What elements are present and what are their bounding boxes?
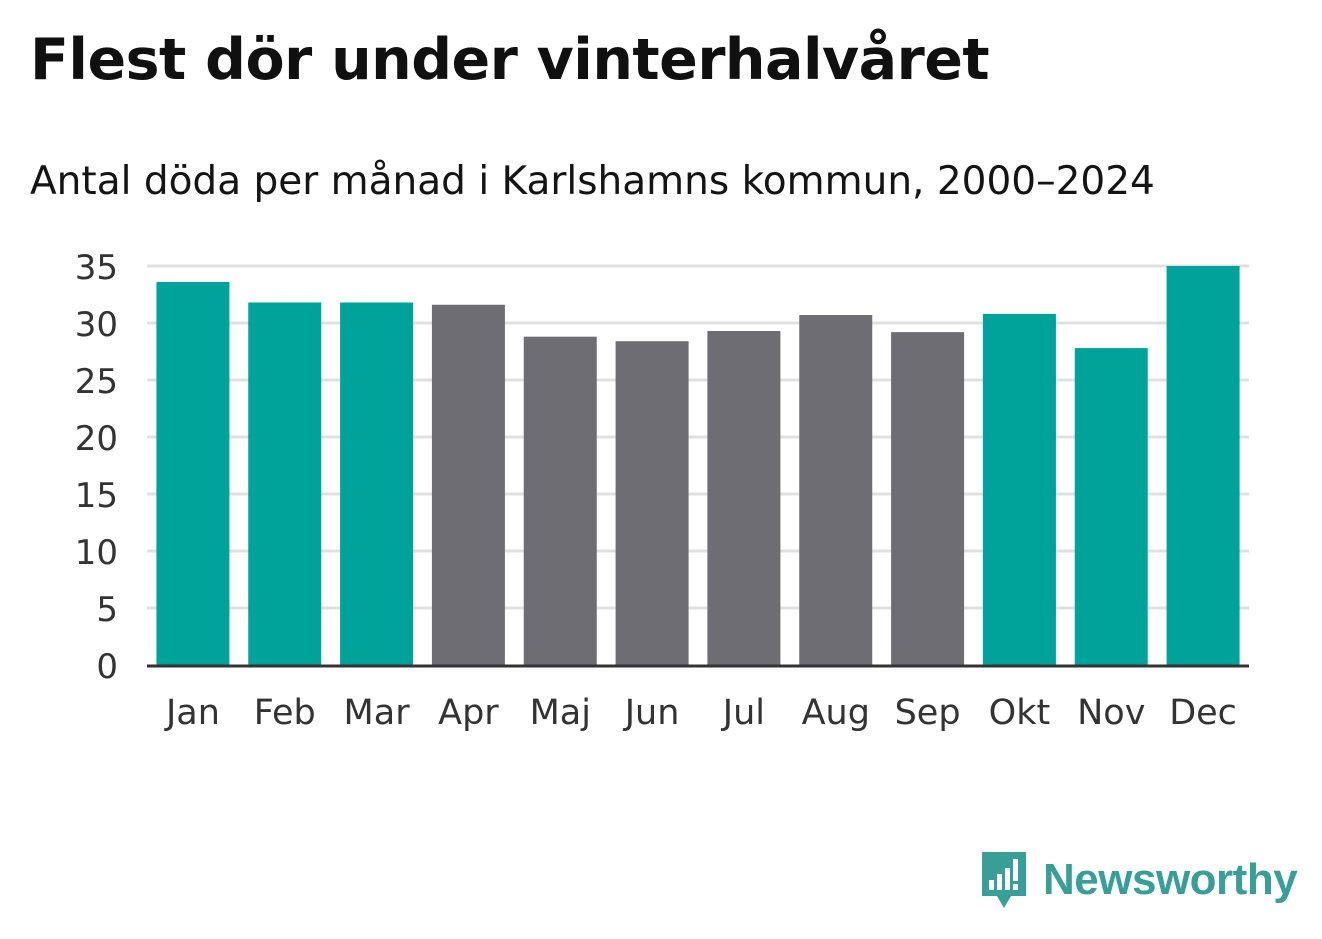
x-tick-label-dec: Dec xyxy=(1169,693,1237,733)
y-tick-label-35: 35 xyxy=(75,248,118,288)
x-tick-label-maj: Maj xyxy=(530,693,591,733)
x-tick-label-sep: Sep xyxy=(895,693,961,733)
chart-subtitle: Antal döda per månad i Karlshamns kommun… xyxy=(30,159,1155,204)
bar-nov xyxy=(1074,348,1148,665)
x-tick-label-okt: Okt xyxy=(989,693,1051,733)
brand-logo: Newsworthy xyxy=(979,848,1298,912)
bar-aug xyxy=(799,315,873,665)
bar-okt xyxy=(982,313,1056,665)
y-tick-label-30: 30 xyxy=(75,305,118,345)
bar-jul xyxy=(707,330,781,665)
y-tick-label-5: 5 xyxy=(96,590,118,630)
y-axis-ticks: 0 5 10 15 20 25 30 35 xyxy=(75,248,118,687)
x-tick-label-apr: Apr xyxy=(438,693,499,733)
brand-name: Newsworthy xyxy=(1043,855,1298,904)
bar-dec xyxy=(1166,266,1240,665)
y-tick-label-15: 15 xyxy=(75,476,118,516)
x-axis-ticks: Jan Feb Mar Apr Maj Jun Jul Aug Sep Okt Nov Dec xyxy=(164,693,1237,733)
x-tick-label-jun: Jun xyxy=(623,693,680,733)
bar-mar xyxy=(340,302,414,665)
y-tick-label-25: 25 xyxy=(75,362,118,402)
x-tick-label-mar: Mar xyxy=(344,693,411,733)
bar-feb xyxy=(248,302,322,665)
chart-title: Flest dör under vinterhalvåret xyxy=(30,27,990,93)
bar-jan xyxy=(156,281,230,665)
y-tick-label-10: 10 xyxy=(75,533,118,573)
x-tick-label-feb: Feb xyxy=(254,693,316,733)
bar-maj xyxy=(523,336,597,665)
x-tick-label-nov: Nov xyxy=(1077,693,1145,733)
x-tick-label-aug: Aug xyxy=(802,693,870,733)
bars xyxy=(156,266,1240,665)
bar-apr xyxy=(431,304,505,665)
bar-sep xyxy=(891,332,965,665)
bar-jun xyxy=(615,341,689,665)
y-tick-label-20: 20 xyxy=(75,419,118,459)
newsworthy-logo-icon xyxy=(982,852,1026,908)
x-tick-label-jul: Jul xyxy=(721,693,765,733)
x-tick-label-jan: Jan xyxy=(164,693,220,733)
grid-lines xyxy=(147,264,1249,610)
y-tick-label-0: 0 xyxy=(96,647,118,687)
